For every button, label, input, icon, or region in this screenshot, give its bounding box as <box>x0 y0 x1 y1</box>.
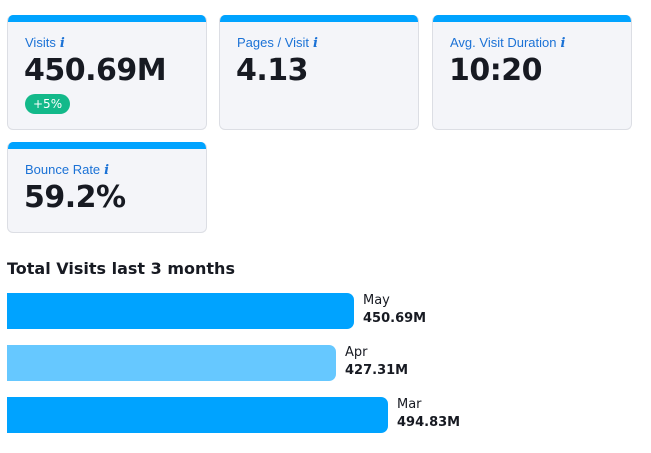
visits-card: Visits i 450.69M +5% <box>7 15 207 130</box>
bar-may[interactable] <box>7 293 354 329</box>
value-label: 427.31M <box>345 363 409 378</box>
info-icon[interactable]: i <box>313 36 318 51</box>
bounce-rate-card: Bounce Rate i 59.2% <box>7 142 207 233</box>
info-icon[interactable]: i <box>560 36 566 51</box>
duration-value: 10:20 <box>449 53 543 88</box>
bar-apr[interactable] <box>7 345 336 381</box>
pages-label: Pages / Visit <box>237 35 310 50</box>
month-label: May <box>363 293 390 308</box>
value-label: 450.69M <box>363 311 427 326</box>
card-accent <box>220 15 418 22</box>
bar-label: Mar 494.83M <box>397 396 460 432</box>
visit-duration-card: Avg. Visit Duration i 10:20 <box>432 15 632 130</box>
month-label: Mar <box>397 397 422 412</box>
value-label: 494.83M <box>397 415 461 430</box>
card-accent <box>8 15 206 22</box>
pages-value: 4.13 <box>236 53 309 88</box>
month-label: Apr <box>345 345 368 360</box>
visits-label: Visits <box>25 35 56 50</box>
card-accent <box>433 15 631 22</box>
bar-mar[interactable] <box>7 397 388 433</box>
bar-label: Apr 427.31M <box>345 344 408 380</box>
pages-per-visit-card: Pages / Visit i 4.13 <box>219 15 419 130</box>
card-accent <box>8 142 206 149</box>
duration-label: Avg. Visit Duration <box>450 35 557 50</box>
bounce-value: 59.2% <box>24 180 126 215</box>
info-icon[interactable]: i <box>104 163 110 178</box>
chart-title: Total Visits last 3 months <box>7 259 235 278</box>
visits-value: 450.69M <box>24 53 167 88</box>
bounce-label: Bounce Rate <box>25 162 101 177</box>
change-badge: +5% <box>25 94 71 114</box>
info-icon[interactable]: i <box>59 36 65 51</box>
bar-label: May 450.69M <box>363 292 426 328</box>
